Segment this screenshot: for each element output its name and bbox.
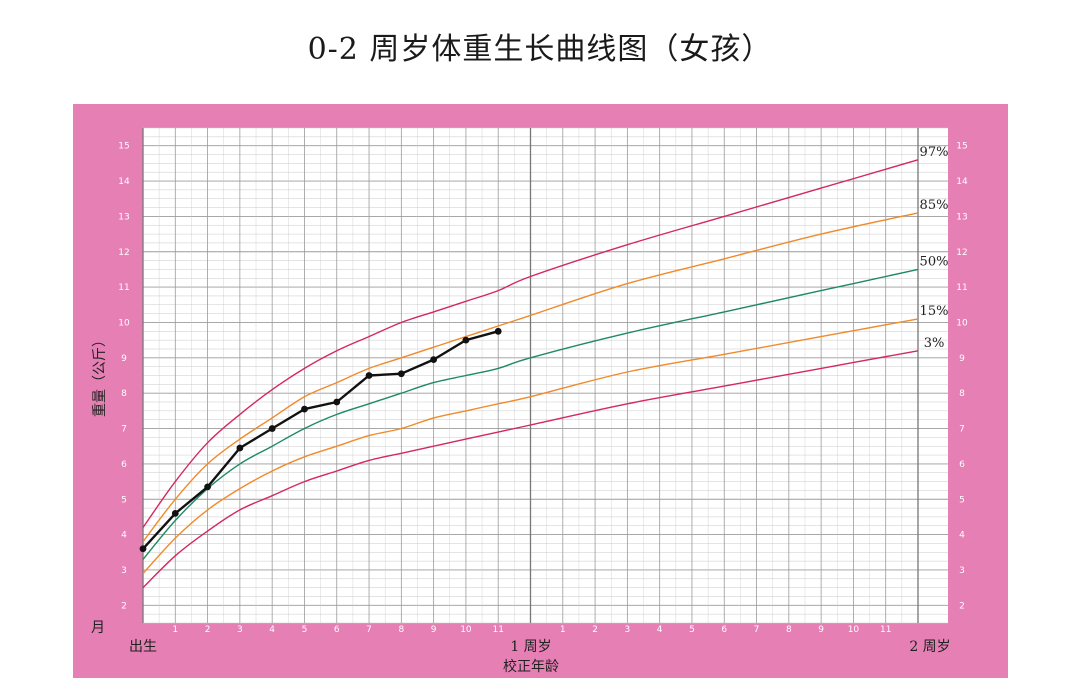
x-tick-label: 3 — [237, 625, 243, 635]
y-tick-label-left: 4 — [121, 531, 127, 541]
percentile-label: 3% — [924, 336, 945, 351]
x-tick-label: 5 — [302, 625, 308, 635]
x-tick-label: 1 — [560, 625, 566, 635]
percentile-97-curve — [142, 159, 919, 528]
y-tick-label-right: 4 — [959, 531, 965, 541]
y-tick-label-left: 10 — [118, 318, 130, 328]
x-tick-label: 8 — [398, 625, 404, 635]
y-axis-label: 重量（公斤） — [92, 333, 108, 417]
child-weight-point — [462, 336, 470, 344]
x-tick-label: 2 — [205, 625, 211, 635]
y-tick-label-right: 13 — [956, 212, 967, 222]
y-tick-label-right: 9 — [959, 354, 965, 364]
y-tick-label-right: 14 — [956, 177, 968, 187]
y-tick-label-left: 2 — [121, 601, 127, 611]
child-weight-point — [365, 372, 373, 379]
percentile-50-curve — [142, 268, 919, 560]
x-tick-label: 9 — [431, 625, 437, 635]
percentile-label: 85% — [920, 198, 949, 213]
one-year-label: 1 周岁 — [510, 639, 551, 655]
y-tick-label-left: 12 — [118, 248, 129, 258]
y-tick-label-left: 11 — [118, 283, 129, 293]
x-tick-label: 7 — [366, 625, 372, 635]
child-weight-point — [430, 356, 438, 363]
page-title: 0-2 周岁体重生长曲线图（女孩） — [307, 32, 773, 67]
percentile-85-curve — [142, 212, 919, 543]
x-tick-label: 1 — [172, 625, 178, 635]
x-tick-label: 6 — [721, 625, 727, 635]
y-tick-label-left: 6 — [121, 460, 127, 470]
birth-label: 出生 — [129, 639, 157, 655]
y-tick-label-left: 14 — [118, 177, 130, 187]
x-tick-label: 7 — [754, 625, 760, 635]
y-tick-label-right: 3 — [959, 566, 965, 576]
y-tick-label-left: 3 — [121, 566, 127, 576]
child-weight-point — [268, 425, 276, 432]
y-tick-label-right: 5 — [959, 495, 965, 505]
y-tick-label-left: 9 — [121, 354, 127, 364]
y-tick-label-right: 6 — [959, 460, 965, 470]
two-year-label: 2 周岁 — [909, 639, 950, 655]
x-tick-label: 11 — [492, 625, 503, 635]
x-axis-label: 校正年龄 — [503, 658, 559, 675]
y-tick-label-right: 11 — [956, 283, 967, 293]
child-weight-point — [301, 405, 308, 413]
series-layer — [139, 159, 919, 589]
y-tick-label-right: 7 — [959, 425, 965, 435]
percentile-label: 15% — [920, 304, 949, 319]
y-tick-label-left: 5 — [121, 495, 127, 505]
y-tick-label-right: 12 — [956, 248, 967, 258]
percentile-label: 50% — [920, 254, 949, 269]
y-tick-label-left: 15 — [118, 142, 129, 152]
x-tick-label: 4 — [269, 625, 275, 635]
child-weight-point — [171, 509, 179, 517]
percentile-labels: 97% 85% 50% 15% 3% — [920, 145, 949, 351]
child-weight-point — [397, 370, 405, 378]
x-tick-label: 9 — [818, 625, 824, 635]
child-weight-point — [333, 398, 341, 406]
x-tick-label: 3 — [625, 625, 631, 635]
y-tick-label-right: 2 — [959, 601, 965, 611]
y-tick-label-left: 13 — [118, 212, 129, 222]
y-tick-label-right: 10 — [956, 318, 968, 328]
month-unit-label: 月 — [91, 620, 105, 636]
x-tick-label: 10 — [848, 625, 860, 635]
child-weight-point — [494, 327, 502, 335]
percentile-label: 97% — [920, 145, 949, 160]
child-weight-point — [139, 545, 147, 553]
x-tick-label: 5 — [689, 625, 695, 635]
x-tick-label: 11 — [880, 625, 891, 635]
child-weight-point — [204, 483, 211, 491]
x-tick-label: 4 — [657, 625, 663, 635]
child-weight-line — [142, 330, 499, 550]
y-tick-label-right: 15 — [956, 142, 967, 152]
percentile-3-curve — [142, 350, 919, 589]
x-tick-label: 10 — [460, 625, 472, 635]
y-tick-label-left: 7 — [121, 425, 127, 435]
y-tick-label-right: 8 — [959, 389, 965, 399]
child-weight-point — [236, 444, 244, 452]
x-tick-label: 6 — [334, 625, 340, 635]
x-tick-label: 2 — [592, 625, 598, 635]
y-tick-label-left: 8 — [121, 389, 127, 399]
percentile-15-curve — [142, 318, 919, 574]
x-tick-label: 8 — [786, 625, 792, 635]
